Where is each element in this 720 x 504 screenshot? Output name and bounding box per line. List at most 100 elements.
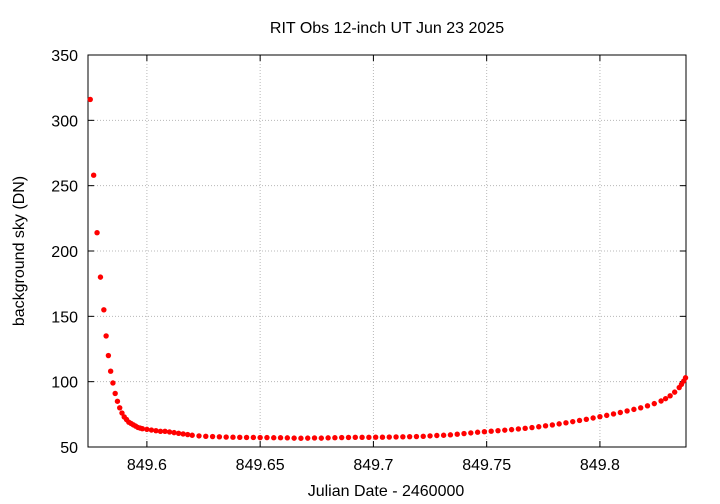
data-point [103,333,109,339]
data-point [556,421,562,427]
data-point [257,434,263,441]
data-point [461,430,467,437]
data-point [277,435,284,441]
grid [88,55,686,447]
chart-title: RIT Obs 12-inch UT Jun 23 2025 [270,20,504,37]
data-point [284,435,291,441]
data-point [597,413,603,420]
data-point [157,428,164,435]
data-point [90,172,97,178]
data-point [502,427,508,433]
data-points [87,96,689,441]
data-point [352,434,358,441]
x-tick-label: 849.65 [236,457,285,474]
data-point [189,432,195,438]
data-point [325,435,331,441]
data-point [393,434,399,440]
data-point [563,420,569,426]
x-axis-label: Julian Date - 2460000 [308,483,465,500]
data-point [420,433,426,439]
data-point [570,418,576,425]
data-point [434,432,440,439]
data-point [637,405,644,411]
data-point [117,405,123,411]
data-point [590,415,596,421]
data-point [682,375,689,381]
data-point [209,433,216,440]
data-point [94,230,100,236]
data-point [474,429,481,435]
data-point [631,406,637,413]
data-point [536,424,542,430]
plot-frame [87,54,687,448]
data-point [406,433,413,440]
data-point [223,434,229,440]
data-point [101,307,107,313]
y-axis-label: background sky (DN) [11,176,28,326]
data-point [298,435,304,441]
data-point [230,434,236,440]
x-tick-label: 849.75 [462,457,511,474]
data-point [447,432,454,438]
data-point [119,410,125,416]
data-point [651,400,657,407]
data-point [662,395,669,402]
x-tick-label: 849.6 [127,457,167,474]
data-point [658,398,664,404]
y-tick-label: 50 [60,440,78,457]
data-point [338,434,345,441]
data-point [153,427,159,434]
data-point [644,403,651,409]
data-point [107,368,114,374]
y-tick-label: 100 [51,375,78,392]
data-point [481,429,488,435]
data-point [542,423,549,429]
data-point [386,434,392,440]
data-point [604,412,610,419]
data-point [166,429,173,435]
data-point [400,434,406,440]
data-point [366,434,372,441]
data-point [345,434,352,441]
y-tick-label: 250 [51,179,78,196]
x-tick-label: 849.8 [580,457,620,474]
data-point [243,434,250,441]
data-point [291,435,297,441]
data-point [112,390,118,397]
data-point [264,434,270,441]
data-point [216,434,223,440]
data-point [624,408,630,414]
data-point [515,426,522,432]
data-point [139,426,146,432]
data-point [379,434,386,440]
data-point [175,430,182,436]
data-point [203,433,209,439]
data-point [522,425,528,432]
data-point [576,417,583,424]
data-point [468,430,474,436]
data-point [671,389,678,395]
data-point [171,429,177,436]
data-point [488,428,494,434]
y-tick-label: 300 [51,113,78,130]
data-point [427,433,433,439]
data-point [549,422,556,428]
data-point [162,428,168,435]
data-point [271,435,277,441]
data-point [413,433,420,440]
data-point [495,427,501,434]
data-point [237,434,243,441]
data-point [454,431,460,437]
data-point [318,435,325,441]
data-point [332,435,338,441]
data-point [250,434,257,441]
data-point [617,409,624,416]
y-tick-label: 350 [51,48,78,65]
data-point [110,380,116,386]
data-point [87,96,93,103]
axis-ticks: 849.6 849.65 849.7 849.75 849.8 50 100 150 200 25… [51,48,686,474]
data-point [372,434,379,440]
data-point [184,431,191,438]
data-point [148,427,155,433]
